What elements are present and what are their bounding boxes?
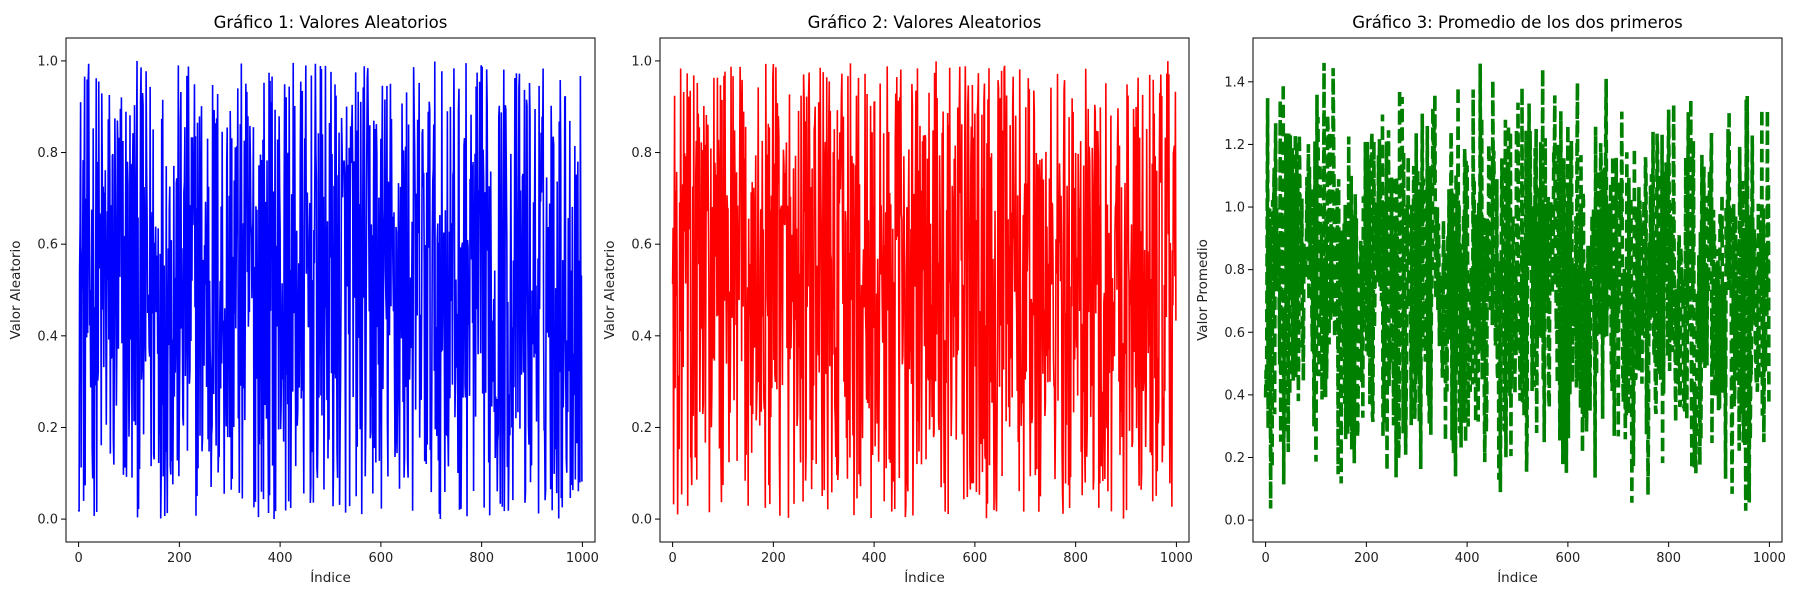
y-tick-label: 0.0 bbox=[1224, 514, 1245, 529]
x-axis-label: Índice bbox=[1497, 569, 1538, 586]
x-tick-label: 1000 bbox=[1753, 551, 1786, 566]
plot-frame bbox=[1252, 37, 1783, 543]
plot-frame bbox=[65, 37, 596, 543]
x-tick-label: 400 bbox=[1455, 551, 1480, 566]
series-line bbox=[1263, 62, 1771, 511]
x-axis-label: Índice bbox=[904, 569, 945, 586]
chart-panel-2: 0 200 400 600 800 1000 0.0 0.2 0.4 0.6 0.8 1.0 Gráfi… bbox=[602, 13, 1193, 586]
chart-title: Gráfico 2: Valores Aleatorios bbox=[808, 13, 1042, 32]
x-tick-label: 600 bbox=[1555, 551, 1580, 566]
chart-title: Gráfico 3: Promedio de los dos primeros bbox=[1352, 13, 1683, 32]
x-tick-label: 600 bbox=[962, 551, 987, 566]
y-tick-label: 0.0 bbox=[631, 513, 652, 528]
y-tick-label: 1.4 bbox=[1224, 75, 1245, 90]
x-tick-label: 600 bbox=[368, 551, 393, 566]
x-tick-label: 800 bbox=[1063, 551, 1088, 566]
y-tick-label: 0.4 bbox=[37, 329, 58, 344]
y-tick-label: 0.8 bbox=[37, 146, 58, 161]
series-line bbox=[77, 60, 583, 520]
y-tick-label: 0.2 bbox=[1224, 451, 1245, 466]
series-line bbox=[671, 61, 1177, 519]
y-tick-label: 0.0 bbox=[37, 513, 58, 528]
y-tick-label: 0.2 bbox=[631, 421, 652, 436]
y-axis-label: Valor Aleatorio bbox=[602, 241, 618, 340]
y-tick-label: 0.6 bbox=[37, 238, 58, 253]
y-tick-label: 0.2 bbox=[37, 421, 58, 436]
y-tick-label: 0.4 bbox=[1224, 388, 1245, 403]
x-tick-label: 1000 bbox=[1160, 551, 1193, 566]
y-tick-label: 0.8 bbox=[631, 146, 652, 161]
y-axis-label: Valor Aleatorio bbox=[8, 241, 24, 340]
x-tick-label: 0 bbox=[668, 551, 676, 566]
y-tick-label: 0.6 bbox=[631, 238, 652, 253]
x-tick-label: 400 bbox=[268, 551, 293, 566]
y-tick-label: 0.8 bbox=[1224, 263, 1245, 278]
y-tick-label: 1.0 bbox=[631, 54, 652, 69]
plot-frame bbox=[659, 37, 1190, 543]
y-axis-label: Valor Promedio bbox=[1195, 239, 1211, 341]
y-tick-label: 0.4 bbox=[631, 329, 652, 344]
x-tick-label: 800 bbox=[1656, 551, 1681, 566]
y-tick-label: 1.2 bbox=[1224, 138, 1245, 153]
x-tick-label: 800 bbox=[469, 551, 494, 566]
x-tick-label: 400 bbox=[862, 551, 887, 566]
x-axis-label: Índice bbox=[310, 569, 351, 586]
x-tick-label: 0 bbox=[74, 551, 82, 566]
x-tick-label: 1000 bbox=[566, 551, 599, 566]
x-tick-label: 200 bbox=[1354, 551, 1379, 566]
y-tick-label: 1.0 bbox=[37, 54, 58, 69]
y-tick-label: 0.6 bbox=[1224, 326, 1245, 341]
x-tick-label: 200 bbox=[167, 551, 192, 566]
chart-panel-1: 0 200 400 600 800 1000 0.0 0.2 0.4 0.6 0.8 1.0 Gráfi… bbox=[8, 13, 599, 586]
chart-panel-3: 0 200 400 600 800 1000 0.0 0.2 0.4 0.6 0.8 1.0 1.2 1.… bbox=[1195, 13, 1786, 586]
chart-title: Gráfico 1: Valores Aleatorios bbox=[214, 13, 448, 32]
x-tick-label: 200 bbox=[761, 551, 786, 566]
y-tick-label: 1.0 bbox=[1224, 201, 1245, 216]
x-tick-label: 0 bbox=[1261, 551, 1269, 566]
